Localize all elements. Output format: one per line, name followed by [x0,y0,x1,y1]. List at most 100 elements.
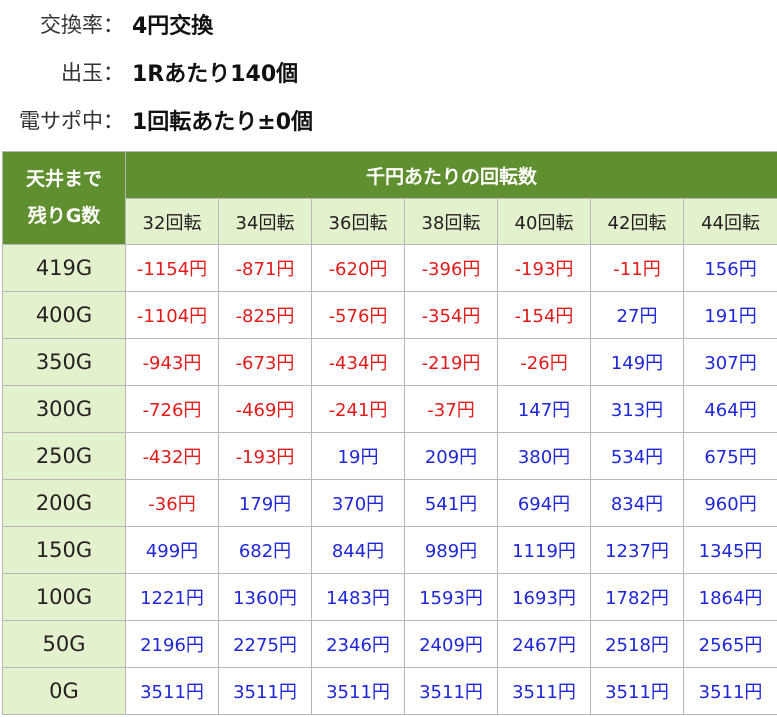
table-cell: 1119円 [497,526,591,574]
table-cell: -354円 [404,291,498,339]
table-row: 250G -432円 -193円 19円 209円 380円 534円 675円 [2,432,777,480]
table-cell: 2346円 [311,620,405,668]
column-header: 40回転 [497,198,591,245]
table-cell: -26円 [497,338,591,386]
corner-header-line2: 残りG数 [27,205,101,227]
table-cell: 1237円 [590,526,684,574]
table-cell: 307円 [682,338,777,386]
table-cell: 149円 [590,338,684,386]
balance-table: 天井まで 残りG数 千円あたりの回転数 32回転 34回転 36回転 38回転 40回転… [2,151,777,715]
row-label: 0G [2,667,126,715]
table-cell: 3511円 [590,667,684,715]
row-label: 200G [2,479,126,527]
table-cell: -193円 [497,244,591,292]
table-cell: -620円 [311,244,405,292]
table-cell: 541円 [404,479,498,527]
table-cell: -673円 [218,338,312,386]
table-cell: 2196円 [125,620,219,668]
corner-header: 天井まで 残りG数 [2,151,126,245]
table-cell: 27円 [590,291,684,339]
row-label: 350G [2,338,126,386]
table-cell: 1782円 [590,573,684,621]
table-cell: -219円 [404,338,498,386]
table-cell: -154円 [497,291,591,339]
table-cell: -825円 [218,291,312,339]
table-cell: 1360円 [218,573,312,621]
support-value: 1回転あたり±0個 [132,110,314,135]
table-cell: 534円 [590,432,684,480]
table-cell: 313円 [590,385,684,433]
table-cell: -726円 [125,385,219,433]
table-cell: -241円 [311,385,405,433]
table-row: 50G 2196円 2275円 2346円 2409円 2467円 2518円 2565円 [2,620,777,668]
exchange-rate-row: 交換率： 4円交換 [0,6,777,42]
table-cell: -871円 [218,244,312,292]
support-row: 電サポ中： 1回転あたり±0個 [0,102,777,138]
table-cell: -1154円 [125,244,219,292]
row-label: 50G [2,620,126,668]
payout-value: 1Rあたり140個 [132,62,299,87]
exchange-rate-label: 交換率： [40,13,124,37]
corner-header-line1: 天井まで [25,168,102,190]
table-cell: 147円 [497,385,591,433]
table-cell: 499円 [125,526,219,574]
table-cell: 3511円 [218,667,312,715]
row-label: 400G [2,291,126,339]
table-cell: 380円 [497,432,591,480]
column-header: 42回転 [590,198,684,245]
table-cell: -943円 [125,338,219,386]
exchange-rate-value: 4円交換 [132,14,214,39]
table-cell: 989円 [404,526,498,574]
table-row: 300G -726円 -469円 -241円 -37円 147円 313円 464円 [2,385,777,433]
column-header: 38回転 [404,198,498,245]
table-cell: -396円 [404,244,498,292]
table-row: 200G -36円 179円 370円 541円 694円 834円 960円 [2,479,777,527]
table-cell: -36円 [125,479,219,527]
table-row: 350G -943円 -673円 -434円 -219円 -26円 149円 307円 [2,338,777,386]
table-cell: 834円 [590,479,684,527]
table-cell: 960円 [682,479,777,527]
table-cell: -11円 [590,244,684,292]
table-cell: 1221円 [125,573,219,621]
table-cell: -469円 [218,385,312,433]
table-cell: -37円 [404,385,498,433]
table-cell: 156円 [682,244,777,292]
table-cell: 3511円 [404,667,498,715]
table-cell: 179円 [218,479,312,527]
column-header: 34回転 [218,198,312,245]
table-cell: 694円 [497,479,591,527]
table-cell: 464円 [682,385,777,433]
row-label: 100G [2,573,126,621]
table-cell: 209円 [404,432,498,480]
spins-per-1000yen-header: 千円あたりの回転数 [124,151,777,199]
support-label: 電サポ中： [19,109,124,133]
table-cell: 2518円 [590,620,684,668]
table-cell: 3511円 [497,667,591,715]
table-cell: 844円 [311,526,405,574]
row-label: 419G [2,244,126,292]
column-header-row: 32回転 34回転 36回転 38回転 40回転 42回転 44回転 [3,198,777,245]
table-cell: 2409円 [404,620,498,668]
table-cell: 2467円 [497,620,591,668]
column-header: 36回転 [311,198,405,245]
table-cell: 1345円 [682,526,777,574]
table-cell: -434円 [311,338,405,386]
table-cell: 3511円 [682,667,777,715]
table-cell: 1593円 [404,573,498,621]
table-cell: 2565円 [682,620,777,668]
table-row: 150G 499円 682円 844円 989円 1119円 1237円 1345円 [2,526,777,574]
table-cell: 370円 [311,479,405,527]
table-body: 419G -1154円 -871円 -620円 -396円 -193円 -11円 156円 40… [2,244,777,715]
payout-row: 出玉： 1Rあたり140個 [0,54,777,90]
row-label: 150G [2,526,126,574]
table-cell: -193円 [218,432,312,480]
table-cell: 19円 [311,432,405,480]
table-row: 0G 3511円 3511円 3511円 3511円 3511円 3511円 3511円 [2,667,777,715]
table-cell: 675円 [682,432,777,480]
column-header: 44回転 [682,198,777,245]
table-cell: 1483円 [311,573,405,621]
row-label: 250G [2,432,126,480]
table-row: 400G -1104円 -825円 -576円 -354円 -154円 27円 191円 [2,291,777,339]
table-cell: -432円 [125,432,219,480]
payout-label: 出玉： [61,61,124,85]
